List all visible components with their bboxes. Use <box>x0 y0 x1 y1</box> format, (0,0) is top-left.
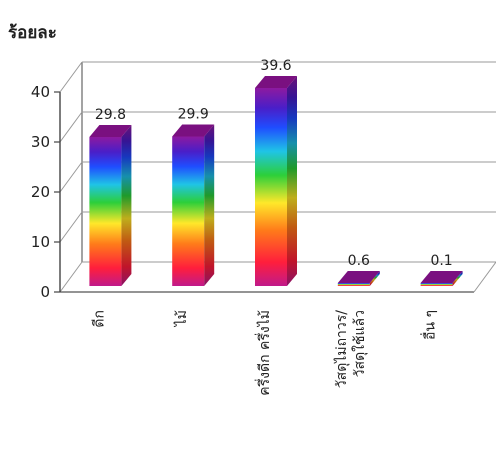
gridline-diagonal <box>59 61 83 93</box>
bar-top <box>255 76 297 88</box>
bar-front <box>420 283 453 286</box>
category-label: ไม้ <box>173 310 190 327</box>
bar-front <box>337 283 370 286</box>
y-tick-labels: 0 10 20 30 40 <box>31 83 50 301</box>
bar-top <box>89 125 132 137</box>
bar-front <box>89 137 122 286</box>
bar-side <box>287 76 297 286</box>
data-label: 39.6 <box>260 58 291 74</box>
data-labels: 29.8 29.9 39.6 0.6 0.1 <box>95 58 453 269</box>
gridline-diagonal <box>59 161 83 193</box>
category-label: ดีก <box>91 310 107 328</box>
bar-side <box>121 125 132 286</box>
y-tick-label: 30 <box>31 133 50 151</box>
bar-side <box>204 124 215 286</box>
category-label: อื่น ๆ <box>421 310 439 340</box>
bar <box>420 271 463 286</box>
bar-front <box>255 88 287 286</box>
bar <box>172 124 215 286</box>
data-label: 29.8 <box>95 107 126 123</box>
gridline-diagonal <box>59 111 83 143</box>
category-labels: ดีก ไม้ ครึ่งดีก ครึ่งไม้ วัสดุไม่ถาวร/วัสด… <box>91 310 438 396</box>
bar <box>255 76 297 286</box>
y-tick-label: 20 <box>31 183 50 201</box>
y-axis-label: ร้อยละ <box>8 23 57 43</box>
data-label: 29.9 <box>178 107 209 123</box>
bars <box>89 76 463 286</box>
category-label: ครึ่งดีก ครึ่งไม้ <box>255 310 273 396</box>
gridline-diagonal <box>59 261 83 293</box>
bar-top <box>420 271 463 283</box>
bar-side <box>452 271 463 286</box>
y-tick-label: 10 <box>31 233 50 251</box>
bar-top <box>337 271 380 283</box>
category-label: วัสดุไม่ถาวร/วัสดุใช้แล้ว <box>333 310 368 388</box>
bar-side <box>369 271 380 286</box>
bar <box>89 125 132 286</box>
data-label: 0.6 <box>348 253 370 269</box>
y-tick-label: 0 <box>40 283 50 301</box>
floor-right-edge <box>473 261 496 293</box>
bar-top <box>172 124 215 137</box>
gridline-diagonal <box>59 211 83 243</box>
bar <box>337 271 380 286</box>
bar-front <box>172 136 205 286</box>
y-tick-label: 40 <box>31 83 50 101</box>
data-label: 0.1 <box>430 253 452 269</box>
